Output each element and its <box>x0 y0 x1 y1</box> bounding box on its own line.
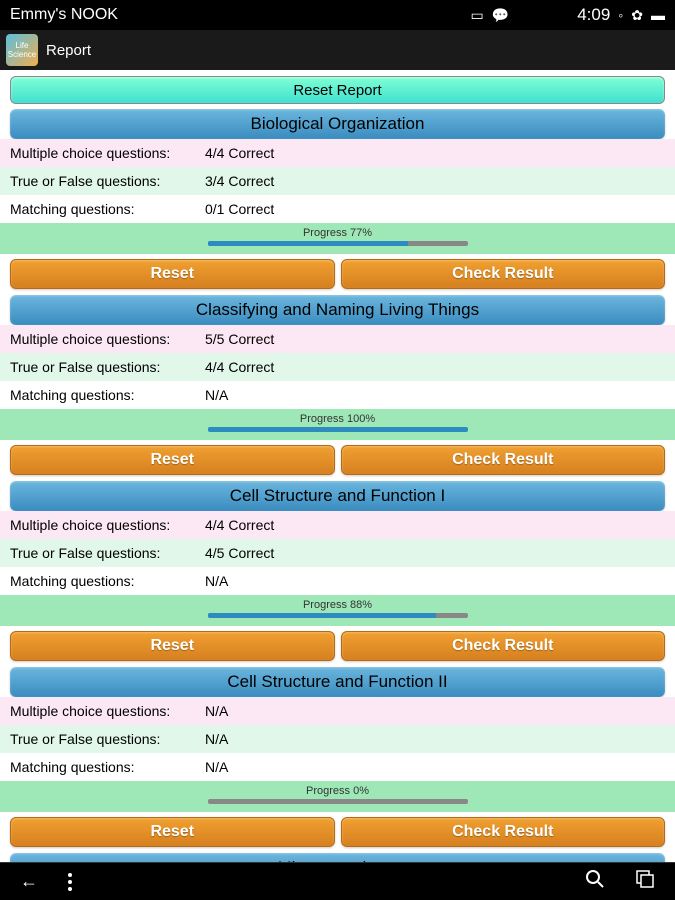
section-header: Biological Organization <box>10 109 665 139</box>
stat-label: Matching questions: <box>10 387 205 403</box>
stat-label: True or False questions: <box>10 731 205 747</box>
stat-value: 0/1 Correct <box>205 201 274 217</box>
progress-area: Progress 0% <box>0 781 675 812</box>
section-header: Classifying and Naming Living Things <box>10 295 665 325</box>
stat-row: Multiple choice questions:5/5 Correct <box>0 325 675 353</box>
stat-label: Multiple choice questions: <box>10 145 205 161</box>
check-result-button[interactable]: Check Result <box>341 631 666 661</box>
stat-value: N/A <box>205 731 228 747</box>
check-result-button[interactable]: Check Result <box>341 259 666 289</box>
stat-row: True or False questions:N/A <box>0 725 675 753</box>
stat-row: True or False questions:4/4 Correct <box>0 353 675 381</box>
stat-row: Multiple choice questions:4/4 Correct <box>0 511 675 539</box>
progress-area: Progress 77% <box>0 223 675 254</box>
stat-value: N/A <box>205 759 228 775</box>
stat-label: Multiple choice questions: <box>10 517 205 533</box>
page-title: Report <box>46 42 91 59</box>
stat-label: True or False questions: <box>10 545 205 561</box>
stat-label: True or False questions: <box>10 173 205 189</box>
stat-row: True or False questions:3/4 Correct <box>0 167 675 195</box>
stat-row: Matching questions:N/A <box>0 381 675 409</box>
content-area: Reset Report Biological OrganizationMult… <box>0 70 675 862</box>
stat-label: Matching questions: <box>10 573 205 589</box>
bottom-nav: ← <box>0 862 675 900</box>
status-right: ▭ 💬 4:09 ◦ ✿ ▬ <box>471 5 665 25</box>
progress-label: Progress 77% <box>10 227 665 239</box>
stat-value: N/A <box>205 573 228 589</box>
progress-area: Progress 88% <box>0 595 675 626</box>
app-icon: Life Science <box>6 34 38 66</box>
reset-button[interactable]: Reset <box>10 445 335 475</box>
progress-bar <box>208 613 468 618</box>
progress-bar <box>208 427 468 432</box>
message-icon: 💬 <box>492 7 509 24</box>
stat-row: Multiple choice questions:4/4 Correct <box>0 139 675 167</box>
stat-row: Matching questions:N/A <box>0 567 675 595</box>
progress-label: Progress 0% <box>10 785 665 797</box>
stat-value: N/A <box>205 703 228 719</box>
reset-report-button[interactable]: Reset Report <box>10 76 665 104</box>
progress-bar <box>208 241 468 246</box>
picture-icon: ▭ <box>471 7 484 24</box>
stat-row: Multiple choice questions:N/A <box>0 697 675 725</box>
section-header: Cell Structure and Function I <box>10 481 665 511</box>
reset-button[interactable]: Reset <box>10 817 335 847</box>
stat-label: Matching questions: <box>10 759 205 775</box>
menu-icon[interactable] <box>68 873 72 891</box>
back-icon[interactable]: ← <box>20 871 38 892</box>
stat-row: Matching questions:0/1 Correct <box>0 195 675 223</box>
progress-area: Progress 100% <box>0 409 675 440</box>
stat-value: 4/4 Correct <box>205 517 274 533</box>
battery-icon: ▬ <box>651 7 665 23</box>
clock-time: 4:09 <box>577 5 610 25</box>
progress-label: Progress 88% <box>10 599 665 611</box>
button-row: ResetCheck Result <box>0 812 675 850</box>
wifi-icon: ◦ <box>618 7 623 23</box>
stat-row: Matching questions:N/A <box>0 753 675 781</box>
stat-label: Multiple choice questions: <box>10 703 205 719</box>
stat-label: Multiple choice questions: <box>10 331 205 347</box>
progress-label: Progress 100% <box>10 413 665 425</box>
windows-icon[interactable] <box>635 869 655 894</box>
reset-button[interactable]: Reset <box>10 631 335 661</box>
button-row: ResetCheck Result <box>0 440 675 478</box>
stat-label: Matching questions: <box>10 201 205 217</box>
search-icon[interactable] <box>585 869 605 894</box>
progress-bar <box>208 799 468 804</box>
stat-value: 4/4 Correct <box>205 359 274 375</box>
app-header: Life Science Report <box>0 30 675 70</box>
stat-label: True or False questions: <box>10 359 205 375</box>
reset-button[interactable]: Reset <box>10 259 335 289</box>
status-bar: Emmy's NOOK ▭ 💬 4:09 ◦ ✿ ▬ <box>0 0 675 30</box>
device-name: Emmy's NOOK <box>10 6 118 24</box>
stat-value: N/A <box>205 387 228 403</box>
section-header: Microorganisms <box>10 853 665 862</box>
section-header: Cell Structure and Function II <box>10 667 665 697</box>
check-result-button[interactable]: Check Result <box>341 445 666 475</box>
stat-value: 4/4 Correct <box>205 145 274 161</box>
stat-row: True or False questions:4/5 Correct <box>0 539 675 567</box>
stat-value: 3/4 Correct <box>205 173 274 189</box>
button-row: ResetCheck Result <box>0 254 675 292</box>
button-row: ResetCheck Result <box>0 626 675 664</box>
settings-icon[interactable]: ✿ <box>631 7 643 24</box>
check-result-button[interactable]: Check Result <box>341 817 666 847</box>
stat-value: 5/5 Correct <box>205 331 274 347</box>
stat-value: 4/5 Correct <box>205 545 274 561</box>
